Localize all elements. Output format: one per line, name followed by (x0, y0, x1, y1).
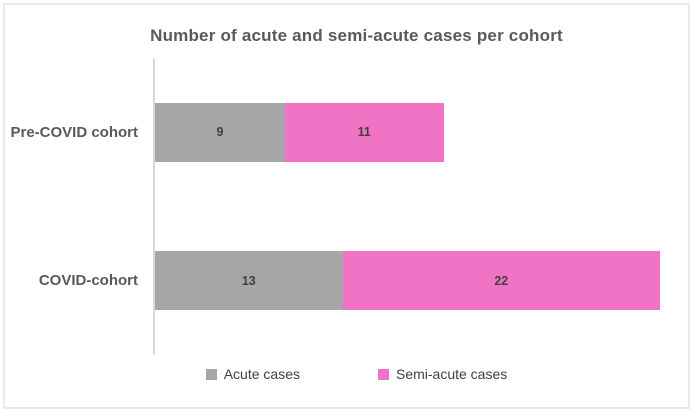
chart-title: Number of acute and semi-acute cases per… (150, 26, 563, 45)
bar-segment-semi-acute-cases: 11 (284, 102, 444, 162)
legend-label-acute: Acute cases (223, 366, 300, 382)
legend-label-semi-acute: Semi-acute cases (395, 366, 508, 382)
legend-item-acute: Acute cases (205, 366, 300, 382)
bar-row: COVID-cohort 13 22 (0, 207, 660, 356)
legend-item-semi-acute: Semi-acute cases (377, 366, 508, 382)
legend: Acute cases Semi-acute cases (20, 366, 693, 382)
category-axis-line (153, 58, 155, 355)
bar-row: Pre-COVID cohort 9 11 (0, 58, 660, 207)
bar-segment-semi-acute-cases: 22 (342, 251, 660, 311)
bar-track: 9 11 (155, 102, 660, 162)
bar-value-label: 11 (357, 125, 371, 140)
bar-segment-acute-cases: 9 (155, 102, 285, 162)
bar-value-label: 13 (241, 273, 256, 288)
bar-segment-acute-cases: 13 (155, 251, 343, 311)
bar-value-label: 9 (216, 125, 224, 140)
category-label: COVID-cohort (38, 272, 138, 290)
legend-swatch-semi-acute-icon (377, 368, 389, 380)
plot-area: Pre-COVID cohort 9 11 COVID-cohort 13 22 (0, 58, 660, 355)
category-label: Pre-COVID cohort (10, 123, 138, 141)
bar-track: 13 22 (155, 251, 660, 311)
bar-value-label: 22 (494, 273, 509, 288)
legend-swatch-acute-icon (205, 368, 217, 380)
